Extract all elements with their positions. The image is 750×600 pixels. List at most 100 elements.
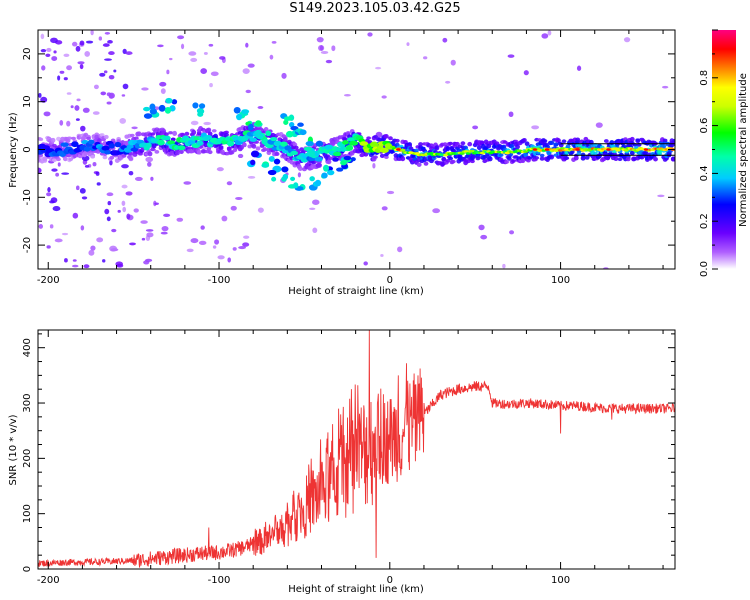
noise-speckle xyxy=(102,259,106,263)
noise-speckle xyxy=(106,101,112,105)
noise-speckle xyxy=(198,240,207,245)
colorbar-gradient xyxy=(712,30,736,269)
ridge-halo xyxy=(476,145,482,151)
ridge-halo xyxy=(172,130,178,136)
ridge-halo xyxy=(542,139,548,143)
ridge-halo xyxy=(553,142,559,147)
noise-speckle xyxy=(478,224,485,231)
noise-speckle xyxy=(242,242,250,247)
ridge-halo xyxy=(56,157,61,162)
x-tick-label: -200 xyxy=(37,275,60,286)
noise-speckle xyxy=(343,94,351,97)
ridge-core xyxy=(83,146,91,152)
noise-speckle xyxy=(177,35,185,40)
noise-speckle xyxy=(386,190,395,195)
noise-speckle xyxy=(547,30,552,36)
branch-blob xyxy=(336,167,344,172)
ridge-halo xyxy=(445,158,451,163)
ridge-halo xyxy=(330,140,336,147)
branch-blob xyxy=(309,176,315,182)
noise-speckle xyxy=(108,51,115,56)
ridge-halo xyxy=(564,156,570,160)
x-tick-label: 100 xyxy=(551,575,570,586)
ridge-halo xyxy=(625,156,631,162)
x-tick-label: -100 xyxy=(208,275,231,286)
ridge-halo xyxy=(299,147,305,152)
noise-speckle xyxy=(104,208,110,215)
noise-speckle xyxy=(509,230,515,235)
ridge-halo xyxy=(196,149,202,155)
ridge-halo xyxy=(379,153,385,158)
noise-speckle xyxy=(216,167,224,172)
noise-speckle xyxy=(80,125,86,132)
ridge-halo xyxy=(575,137,581,142)
ridge-halo xyxy=(448,141,453,146)
ridge-halo xyxy=(236,127,242,133)
branch-blob xyxy=(293,182,299,189)
ridge-halo xyxy=(154,149,160,154)
ridge-core xyxy=(88,139,95,145)
ridge-halo xyxy=(224,132,229,137)
ridge-halo xyxy=(383,155,389,160)
noise-speckle xyxy=(143,260,150,265)
noise-speckle xyxy=(372,162,376,169)
branch-blob xyxy=(256,134,264,140)
noise-speckle xyxy=(128,171,134,176)
noise-speckle xyxy=(53,50,57,54)
noise-speckle xyxy=(133,208,139,213)
ridge-core xyxy=(136,139,145,145)
noise-speckle xyxy=(40,33,45,40)
ridge-halo xyxy=(524,141,530,147)
noise-speckle xyxy=(312,199,320,205)
branch-blob xyxy=(250,159,256,166)
noise-speckle xyxy=(168,57,173,61)
spectrogram-y-axis: -20 -10 0 10 20 xyxy=(22,29,675,270)
ridge-core xyxy=(42,145,50,150)
branch-blob xyxy=(282,173,289,180)
noise-speckle xyxy=(319,45,324,51)
ridge-halo xyxy=(521,138,527,143)
ridge-core xyxy=(177,145,186,151)
noise-speckle xyxy=(623,37,631,43)
ridge-halo xyxy=(241,142,247,148)
hot-spot xyxy=(606,148,611,151)
noise-speckle xyxy=(79,64,84,70)
noise-speckle xyxy=(125,51,133,55)
noise-speckle xyxy=(49,200,55,204)
ridge-halo xyxy=(539,156,545,161)
ridge-halo xyxy=(164,132,169,137)
noise-speckle xyxy=(200,68,208,74)
noise-speckle xyxy=(423,56,428,60)
noise-speckle xyxy=(238,246,246,250)
branch-blob xyxy=(326,170,335,176)
ridge-halo xyxy=(450,159,456,164)
ridge-halo xyxy=(613,156,619,161)
noise-speckle xyxy=(186,248,194,253)
ridge-halo xyxy=(534,156,540,160)
ridge-halo xyxy=(150,132,156,136)
ridge-halo xyxy=(584,155,590,160)
branch-blob xyxy=(261,163,270,168)
page-title: S149.2023.105.03.42.G25 xyxy=(289,1,461,16)
y-tick-label: 200 xyxy=(22,449,33,468)
branch-blob xyxy=(265,130,272,137)
branch-blob xyxy=(321,172,328,179)
ridge-halo xyxy=(42,156,48,162)
noise-speckle xyxy=(40,49,47,53)
ridge-halo xyxy=(292,142,298,147)
y-tick-label: 100 xyxy=(22,504,33,523)
branch-blob xyxy=(303,146,313,151)
ridge-halo xyxy=(133,136,139,140)
noise-speckle xyxy=(242,68,250,74)
ridge-halo xyxy=(460,141,466,146)
branch-blob xyxy=(267,169,277,176)
ridge-halo xyxy=(251,143,257,149)
ridge-core xyxy=(145,142,152,149)
noise-speckle xyxy=(72,212,79,219)
noise-speckle xyxy=(75,118,80,121)
ridge-halo xyxy=(259,144,265,148)
noise-speckle xyxy=(40,96,48,103)
noise-speckle xyxy=(297,172,301,178)
ridge-halo xyxy=(373,155,378,159)
